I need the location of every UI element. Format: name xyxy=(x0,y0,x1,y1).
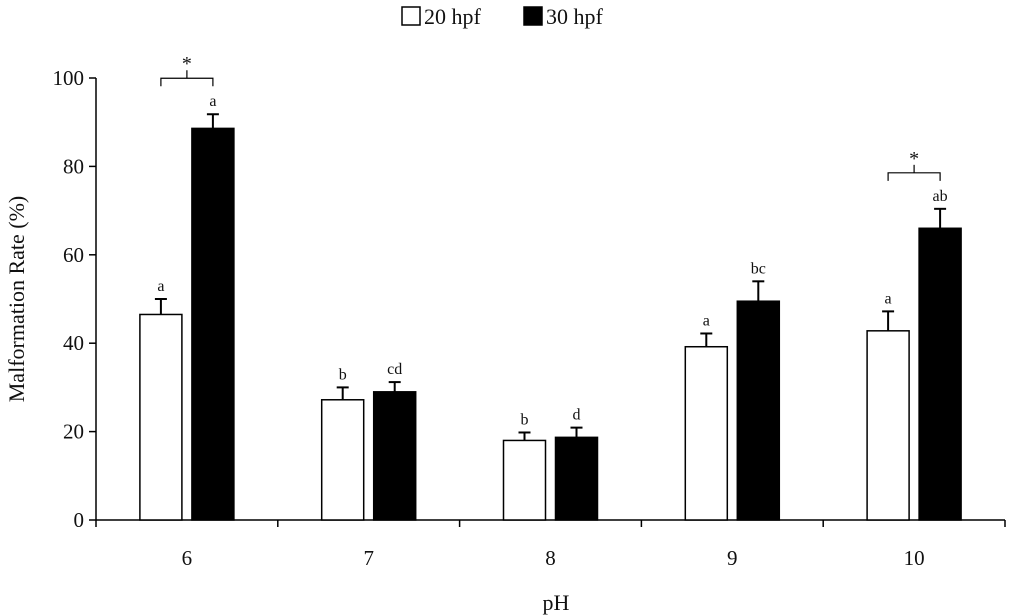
bar-20hpf-ph8 xyxy=(502,439,547,521)
bar-30hpf-ph8 xyxy=(554,436,599,521)
significance-letter: b xyxy=(521,411,529,428)
x-axis-title: pH xyxy=(543,590,570,615)
significance-letter: a xyxy=(209,93,216,110)
x-tick-label: 9 xyxy=(727,546,738,570)
legend-label-30hpf: 30 hpf xyxy=(546,4,604,29)
significance-star: * xyxy=(909,148,919,170)
x-tick-label: 8 xyxy=(545,546,556,570)
x-tick-label: 7 xyxy=(363,546,374,570)
y-ticks: 0 20 40 60 80 100 xyxy=(53,66,96,532)
bar-30hpf-ph10 xyxy=(918,227,962,521)
significance-letter: b xyxy=(339,366,347,383)
y-tick-label: 20 xyxy=(63,420,84,444)
bar-30hpf-ph6 xyxy=(191,127,235,521)
significance-bracket xyxy=(887,172,941,181)
legend-label-20hpf: 20 hpf xyxy=(424,4,482,29)
significance-letter: ab xyxy=(933,188,948,205)
y-tick-label: 80 xyxy=(63,154,84,178)
bar-20hpf-ph6 xyxy=(139,313,183,521)
x-tick-label: 6 xyxy=(182,546,193,570)
legend-swatch-20hpf xyxy=(401,6,421,26)
x-tick-label: 10 xyxy=(904,546,925,570)
significance-letter: a xyxy=(157,278,164,295)
bar-30hpf-ph7 xyxy=(372,391,417,521)
bar-20hpf-ph9 xyxy=(684,345,729,521)
significance-star: * xyxy=(182,53,192,75)
legend: 20 hpf 30 hpf xyxy=(401,4,604,29)
significance-letter: d xyxy=(573,407,581,424)
y-tick-label: 100 xyxy=(53,66,85,90)
significance-letter: a xyxy=(885,290,892,307)
bar-20hpf-ph10 xyxy=(866,330,910,521)
x-ticks: 6 7 8 9 10 xyxy=(95,520,1006,570)
significance-letter: a xyxy=(703,312,710,329)
y-tick-label: 60 xyxy=(63,243,84,267)
bar-30hpf-ph9 xyxy=(736,300,781,521)
legend-swatch-30hpf xyxy=(523,6,543,26)
y-tick-label: 40 xyxy=(63,331,84,355)
y-axis-title: Malformation Rate (%) xyxy=(4,196,29,403)
y-tick-label: 0 xyxy=(74,508,85,532)
significance-letter: bc xyxy=(751,260,766,277)
significance-bracket xyxy=(160,77,214,87)
bar-20hpf-ph7 xyxy=(320,399,365,521)
significance-marks: ** xyxy=(160,53,941,181)
significance-letter: cd xyxy=(387,361,402,378)
